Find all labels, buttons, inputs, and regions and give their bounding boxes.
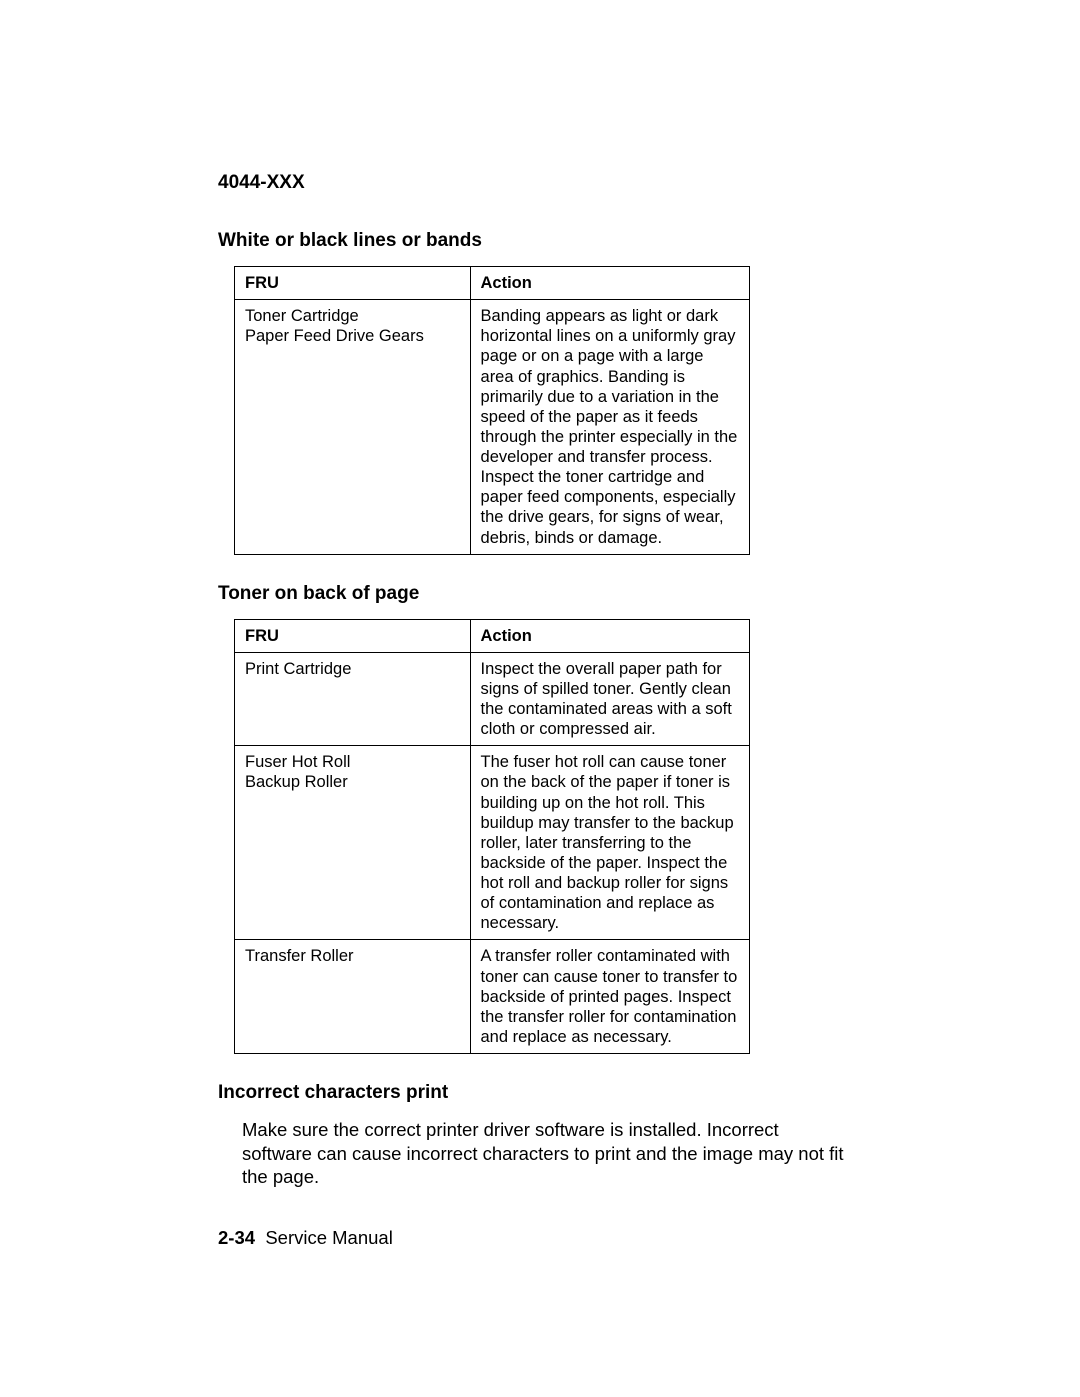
- col-header-action: Action: [470, 267, 749, 300]
- section-heading-toner-back: Toner on back of page: [218, 583, 870, 605]
- cell-fru: Fuser Hot Roll Backup Roller: [235, 746, 471, 940]
- page-number: 2-34: [218, 1227, 255, 1248]
- table-row: Transfer Roller A transfer roller contam…: [235, 940, 750, 1054]
- table-header-row: FRU Action: [235, 619, 750, 652]
- table-row: Fuser Hot Roll Backup Roller The fuser h…: [235, 746, 750, 940]
- cell-fru: Transfer Roller: [235, 940, 471, 1054]
- cell-fru: Print Cartridge: [235, 652, 471, 746]
- footer-label: Service Manual: [265, 1227, 393, 1248]
- table-toner-back: FRU Action Print Cartridge Inspect the o…: [234, 619, 750, 1054]
- table-white-black-lines: FRU Action Toner Cartridge Paper Feed Dr…: [234, 266, 750, 555]
- document-model-header: 4044-XXX: [218, 172, 870, 194]
- table-row: Toner Cartridge Paper Feed Drive Gears B…: [235, 300, 750, 555]
- cell-action: Banding appears as light or dark horizon…: [470, 300, 749, 555]
- page-container: 4044-XXX White or black lines or bands F…: [0, 0, 1080, 1397]
- table-row: Print Cartridge Inspect the overall pape…: [235, 652, 750, 746]
- col-header-action: Action: [470, 619, 750, 652]
- page-footer: 2-34 Service Manual: [218, 1227, 870, 1249]
- cell-fru: Toner Cartridge Paper Feed Drive Gears: [235, 300, 471, 555]
- col-header-fru: FRU: [235, 619, 471, 652]
- cell-action: Inspect the overall paper path for signs…: [470, 652, 750, 746]
- cell-action: A transfer roller contaminated with tone…: [470, 940, 750, 1054]
- section-heading-incorrect-chars: Incorrect characters print: [218, 1082, 870, 1104]
- table-header-row: FRU Action: [235, 267, 750, 300]
- section-heading-white-black-lines: White or black lines or bands: [218, 230, 870, 252]
- col-header-fru: FRU: [235, 267, 471, 300]
- body-text-incorrect-chars: Make sure the correct printer driver sof…: [242, 1118, 852, 1189]
- cell-action: The fuser hot roll can cause toner on th…: [470, 746, 750, 940]
